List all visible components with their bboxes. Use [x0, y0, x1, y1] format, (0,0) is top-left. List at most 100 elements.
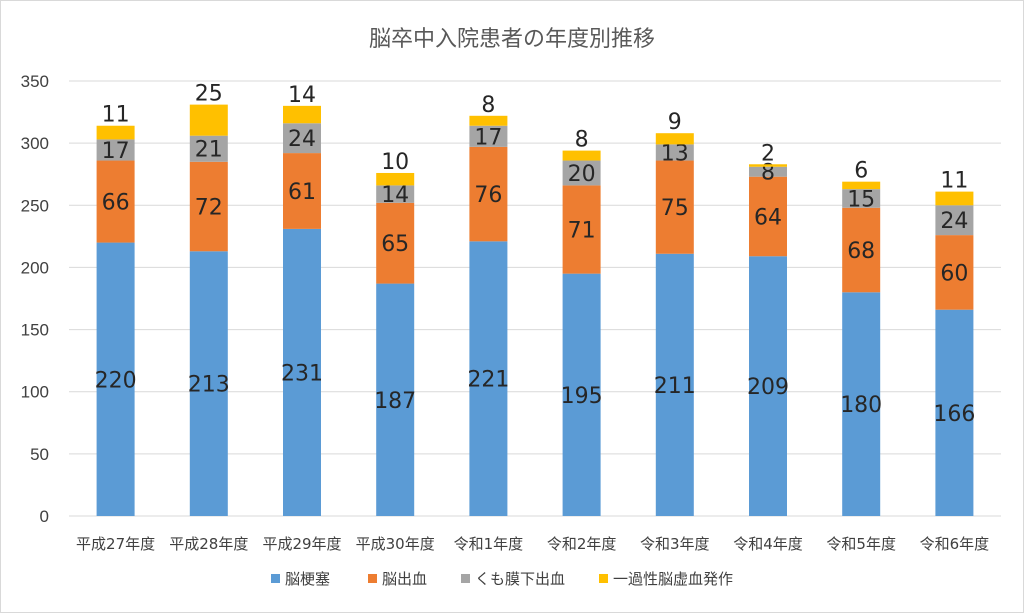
data-label: 231 — [281, 361, 323, 386]
x-tick-label: 平成27年度 — [76, 535, 155, 553]
data-label: 6 — [854, 159, 868, 184]
data-label: 61 — [288, 180, 316, 205]
bar-segment — [469, 146, 508, 242]
bar-segment — [283, 123, 321, 154]
x-tick-label: 令和2年度 — [547, 535, 617, 553]
data-label: 17 — [102, 139, 130, 164]
data-label: 11 — [102, 103, 130, 128]
y-tick-label: 350 — [21, 72, 49, 91]
data-label: 11 — [940, 169, 968, 194]
data-label: 64 — [754, 205, 782, 230]
data-label: 10 — [381, 150, 409, 175]
bar-segment — [96, 139, 135, 161]
y-tick-label: 100 — [21, 383, 49, 402]
bar-segment — [935, 205, 974, 236]
chart-title: 脳卒中入院患者の年度別推移 — [369, 27, 655, 52]
data-label: 66 — [102, 191, 130, 216]
bar-segment — [562, 273, 601, 516]
data-label: 195 — [561, 384, 603, 409]
bar-segment — [655, 160, 694, 254]
x-tick-label: 令和3年度 — [640, 535, 710, 553]
bar-segment — [655, 133, 694, 145]
data-label: 8 — [761, 161, 775, 186]
data-label: 24 — [940, 209, 968, 234]
data-label: 209 — [747, 375, 789, 400]
bar-segment — [96, 242, 135, 517]
data-label: 71 — [568, 219, 596, 244]
data-label: 20 — [568, 162, 596, 187]
data-label: 17 — [474, 125, 502, 150]
data-label: 65 — [381, 232, 409, 257]
bar-segment — [749, 166, 787, 177]
bar-segment — [562, 160, 601, 186]
data-label: 180 — [840, 393, 882, 418]
bar-segment — [283, 153, 321, 229]
bar-segment — [842, 181, 881, 190]
bar-segment — [562, 185, 601, 274]
y-tick-label: 250 — [21, 196, 49, 215]
bar-segment — [189, 104, 228, 136]
data-label: 211 — [654, 374, 696, 399]
x-tick-label: 令和6年度 — [920, 535, 990, 553]
data-label: 8 — [481, 93, 495, 118]
y-tick-label: 50 — [30, 445, 49, 464]
bar-segment — [749, 176, 787, 257]
data-label: 166 — [933, 402, 975, 427]
y-tick-label: 200 — [21, 258, 49, 277]
bar-segment — [376, 172, 415, 186]
x-tick-label: 令和4年度 — [733, 535, 803, 553]
data-label: 187 — [374, 389, 416, 414]
data-label: 75 — [661, 196, 689, 221]
bar-segment — [935, 309, 974, 516]
data-label: 25 — [195, 82, 223, 107]
bar-segment — [469, 241, 508, 517]
data-label: 14 — [288, 83, 316, 108]
bar-segment — [842, 292, 881, 516]
bar-segment — [283, 105, 321, 124]
legend-swatch — [461, 574, 470, 583]
y-tick-label: 300 — [21, 134, 49, 153]
data-label: 2 — [761, 141, 775, 166]
bar-segment — [189, 251, 228, 516]
data-label: 60 — [940, 261, 968, 286]
legend-label: くも膜下出血 — [475, 570, 565, 588]
bar-segment — [935, 191, 974, 206]
bar-segment — [469, 125, 508, 147]
bar-segment — [376, 283, 415, 516]
data-label: 14 — [381, 183, 409, 208]
y-tick-label: 150 — [21, 321, 49, 340]
legend-label: 脳梗塞 — [285, 570, 330, 588]
x-tick-label: 令和5年度 — [826, 535, 896, 553]
bar-segment — [842, 207, 881, 293]
bar-segment — [935, 235, 974, 310]
data-label: 72 — [195, 196, 223, 221]
y-tick-label: 0 — [40, 507, 49, 526]
data-label: 76 — [474, 183, 502, 208]
legend-swatch — [599, 574, 608, 583]
legend-label: 一過性脳虚血発作 — [613, 570, 733, 588]
x-tick-label: 平成28年度 — [169, 535, 248, 553]
data-label: 13 — [661, 141, 689, 166]
bar-segment — [842, 189, 881, 208]
x-tick-label: 平成30年度 — [356, 535, 435, 553]
bar-segment — [189, 161, 228, 252]
x-tick-label: 令和1年度 — [454, 535, 524, 553]
bar-segment — [749, 256, 787, 516]
data-label: 213 — [188, 373, 230, 398]
bar-segment — [376, 185, 415, 203]
data-label: 221 — [467, 368, 509, 393]
bar-segment — [655, 253, 694, 516]
legend-swatch — [368, 574, 377, 583]
bar-segment — [189, 135, 228, 162]
data-label: 68 — [847, 239, 875, 264]
data-label: 8 — [575, 128, 589, 153]
bar-segment — [749, 164, 787, 167]
bar-segment — [96, 160, 135, 243]
data-label: 24 — [288, 127, 316, 152]
x-tick-label: 平成29年度 — [262, 535, 341, 553]
bar-segment — [96, 125, 135, 140]
data-label: 15 — [847, 187, 875, 212]
bar-segment — [562, 150, 601, 161]
